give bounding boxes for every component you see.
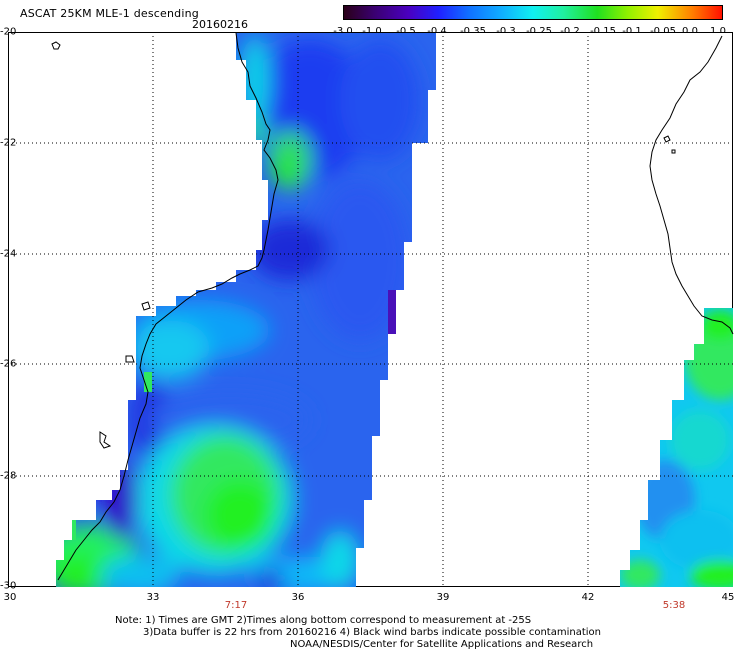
lat-label: -30 xyxy=(0,580,17,592)
lake-shape xyxy=(99,431,112,449)
colorbar-label: 1.0 xyxy=(710,26,726,37)
lat-label: -24 xyxy=(0,248,17,260)
colorbar-label: -0.5 xyxy=(396,26,416,37)
lon-label: 33 xyxy=(146,592,160,603)
colorbar-label: -0.3 xyxy=(496,26,516,37)
footnote-line-3: NOAA/NESDIS/Center for Satellite Applica… xyxy=(290,639,594,650)
bay-shape xyxy=(141,301,151,311)
lat-label: -22 xyxy=(0,137,17,149)
colorbar-label: -0.4 xyxy=(427,26,447,37)
colorbar xyxy=(343,5,723,20)
colorbar-label: -0.05 xyxy=(650,26,676,37)
lat-label: -20 xyxy=(0,26,17,38)
footnote-line-1: Note: 1) Times are GMT 2)Times along bot… xyxy=(115,615,532,626)
bay-shape xyxy=(125,355,135,363)
pass-time-label: 5:38 xyxy=(662,600,686,611)
map-date: 20160216 xyxy=(192,18,248,31)
colorbar-labels: -3.0 -1.0 -0.5 -0.4 -0.35 -0.3 -0.25 -0.… xyxy=(0,26,740,38)
colorbar-label: -1.0 xyxy=(362,26,382,37)
lon-label: 45 xyxy=(721,592,735,603)
coastline-madagascar xyxy=(649,35,734,335)
lat-label: -26 xyxy=(0,358,17,370)
colorbar-label: -0.15 xyxy=(590,26,616,37)
lon-label: 42 xyxy=(581,592,595,603)
lat-label: -28 xyxy=(0,470,17,482)
colorbar-label: 0.0 xyxy=(682,26,698,37)
colorbar-label: -3.0 xyxy=(333,26,353,37)
island-shape xyxy=(671,149,676,154)
colorbar-gradient xyxy=(344,6,722,19)
colorbar-label: -0.1 xyxy=(622,26,642,37)
colorbar-label: -0.25 xyxy=(526,26,552,37)
pass-time-label: 7:17 xyxy=(224,600,248,611)
footnote-line-2: 3)Data buffer is 22 hrs from 20160216 4)… xyxy=(143,627,601,638)
colorbar-label: -0.2 xyxy=(560,26,580,37)
island-shape xyxy=(663,135,671,143)
island-shape xyxy=(51,41,61,50)
swath-7-17 xyxy=(56,33,436,587)
coastline-africa-west xyxy=(57,32,279,581)
colorbar-label: -0.35 xyxy=(460,26,486,37)
swath-5-38 xyxy=(620,308,733,587)
map-title: ASCAT 25KM MLE-1 descending xyxy=(20,7,199,20)
lon-label: 36 xyxy=(291,592,305,603)
lon-label: 39 xyxy=(436,592,450,603)
lon-label: 30 xyxy=(3,592,17,603)
map-grid xyxy=(8,32,733,587)
